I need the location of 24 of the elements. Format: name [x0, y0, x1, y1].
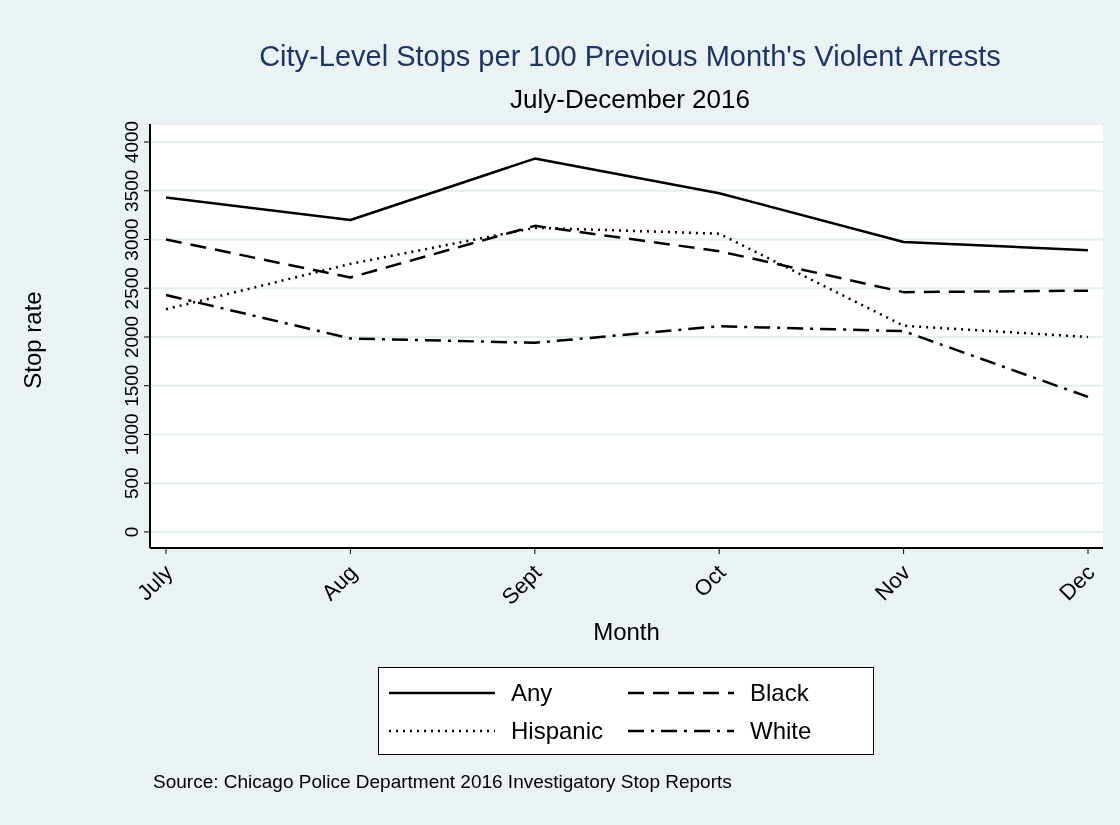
legend-label: White	[750, 717, 812, 745]
legend-label: Any	[511, 679, 553, 707]
x-tick-label: Aug	[316, 559, 362, 606]
y-tick-label: 2000	[121, 315, 142, 359]
y-tick-label: 1500	[121, 364, 142, 407]
y-tick-label: 500	[121, 467, 142, 500]
y-tick-label: 4000	[121, 120, 142, 164]
x-tick-label: Nov	[869, 559, 916, 606]
y-tick-label: 2500	[121, 267, 142, 310]
x-tick-label: July	[132, 559, 178, 606]
y-tick-label: 1000	[121, 413, 142, 456]
legend-label: Black	[750, 679, 809, 707]
legend-label: Hispanic	[511, 717, 604, 745]
chart-subtitle: July-December 2016	[509, 84, 751, 115]
x-tick-label: Oct	[688, 559, 731, 602]
source-note: Source: Chicago Police Department 2016 Investigatory Stop Reports	[153, 771, 732, 793]
x-tick-label: Dec	[1054, 559, 1100, 606]
chart-title: City-Level Stops per 100 Previous Month's Violent Arrests	[258, 40, 1002, 73]
line-series	[164, 157, 1090, 252]
y-tick-label: 0	[121, 526, 142, 538]
y-axis-title: Stop rate	[19, 291, 47, 389]
x-axis-title: Month	[592, 618, 661, 646]
y-tick-label: 3000	[121, 218, 142, 261]
y-tick-label: 3500	[121, 169, 142, 212]
